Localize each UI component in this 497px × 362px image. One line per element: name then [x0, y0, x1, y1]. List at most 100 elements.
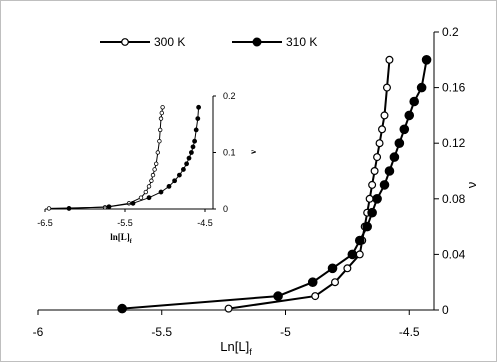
inset-x-axis-label-subscript: f: [130, 239, 133, 245]
main-x-axis-label-subscript: f: [249, 347, 252, 357]
main-point-filled: [354, 235, 365, 246]
main-point-open: [343, 264, 352, 273]
main-y-axis-label: ν: [464, 182, 479, 189]
main-point-open: [370, 167, 379, 176]
main-point-filled: [117, 303, 127, 314]
main-point-open: [382, 83, 391, 92]
inset-point-open: [157, 138, 162, 144]
inset-point-open: [152, 167, 157, 172]
inset-point-open: [157, 127, 163, 133]
main-x-tick-label: -4.5: [399, 325, 420, 339]
main-point-open: [378, 125, 387, 134]
main-point-open: [355, 250, 364, 259]
main-point-open: [375, 139, 384, 148]
main-x-ticks: -6 -5.5 -5 -4.5: [33, 310, 420, 339]
main-point-filled: [421, 54, 432, 65]
inset-x-axis-label-text: ln[L]: [110, 232, 130, 242]
inset-x-axis-label: ln[L]f: [110, 232, 133, 245]
inset-point-filled: [190, 144, 196, 150]
inset-point-filled: [166, 183, 172, 189]
main-point-open: [331, 278, 340, 287]
inset-point-open: [149, 178, 154, 183]
main-point-filled: [367, 207, 377, 218]
inset-point-open: [153, 161, 159, 166]
main-point-filled: [394, 138, 405, 148]
main-point-open: [311, 292, 320, 301]
inset-point-open: [46, 206, 52, 211]
inset-point-filled: [195, 116, 201, 121]
inset-point-filled: [158, 189, 164, 195]
inset-point-open: [155, 150, 160, 155]
legend-label-300k: 300 K: [154, 35, 185, 49]
main-x-tick-label: -5: [280, 325, 291, 339]
main-point-filled: [327, 263, 338, 274]
inset-y-ticks: 0 0.1 0.2: [213, 91, 236, 214]
main-point-filled: [372, 194, 382, 204]
main-point-filled: [399, 124, 410, 135]
inset-y-axis-label: ν: [248, 150, 258, 155]
main-x-axis-label-text: Ln[L]: [220, 339, 249, 354]
main-point-filled: [347, 249, 358, 260]
main-point-filled: [409, 96, 419, 107]
main-point-filled: [362, 221, 372, 232]
inset-point-filled: [186, 155, 192, 161]
main-point-filled: [404, 110, 415, 121]
main-y-tick-label: 0.04: [442, 247, 466, 261]
main-point-filled: [384, 166, 395, 176]
inset-point-filled: [184, 161, 190, 167]
inset-point-filled: [176, 172, 182, 178]
main-point-open: [385, 55, 394, 64]
main-plot-area: [38, 32, 435, 311]
main-point-filled: [273, 291, 283, 301]
inset-series-line-open: [48, 107, 164, 209]
inset-point-open: [159, 110, 164, 116]
inset-point-open: [146, 184, 152, 189]
inset-point-filled: [130, 200, 136, 206]
inset-point-filled: [193, 127, 199, 133]
legend-marker-300k: [121, 38, 129, 46]
main-point-open: [365, 194, 374, 203]
main-point-open: [380, 111, 389, 120]
legend-marker-310k: [252, 37, 262, 47]
inset-point-filled: [146, 195, 152, 201]
inset-point-filled: [196, 104, 202, 110]
main-point-filled: [389, 152, 400, 162]
inset-point-filled: [106, 204, 112, 210]
inset-point-open: [160, 105, 165, 110]
inset-y-tick-label: 0.1: [223, 148, 236, 158]
main-x-tick-label: -5.5: [151, 325, 172, 339]
inset-series-group: [46, 104, 202, 211]
inset-point-filled: [192, 138, 198, 144]
inset-point-open: [138, 195, 144, 200]
inset-point-filled: [172, 178, 178, 184]
legend: 300 K 310 K: [100, 35, 317, 49]
main-y-tick-label: 0.2: [442, 25, 459, 39]
inset-point-open: [143, 189, 148, 195]
main-y-tick-label: 0.12: [442, 136, 466, 150]
main-series-group: [117, 54, 432, 314]
main-point-filled: [307, 277, 318, 287]
inset-point-filled: [180, 167, 186, 172]
main-y-tick-label: 0: [442, 303, 449, 317]
main-x-tick-label: -6: [33, 325, 44, 339]
main-point-open: [224, 304, 233, 313]
main-point-filled: [379, 180, 390, 190]
inset-y-tick-label: 0.2: [223, 91, 236, 101]
main-x-axis-label: Ln[L]f: [220, 339, 252, 357]
main-y-ticks: 0 0.04 0.08 0.12 0.16 0.2: [434, 25, 466, 317]
inset-y-tick-label: 0: [223, 204, 228, 214]
main-point-filled: [416, 82, 427, 93]
main-y-tick-label: 0.16: [442, 81, 466, 95]
inset-x-ticks: -6.5 -5.5 -4.5: [37, 209, 213, 228]
inset-point-filled: [188, 150, 194, 155]
main-y-tick-label: 0.08: [442, 192, 466, 206]
inset-x-tick-label: -4.5: [197, 218, 213, 228]
inset-x-tick-label: -5.5: [117, 218, 133, 228]
legend-label-310k: 310 K: [286, 35, 317, 49]
main-point-open: [368, 180, 377, 189]
inset-point-open: [150, 172, 156, 178]
inset-x-tick-label: -6.5: [37, 218, 53, 228]
inset-point-filled: [66, 206, 72, 211]
